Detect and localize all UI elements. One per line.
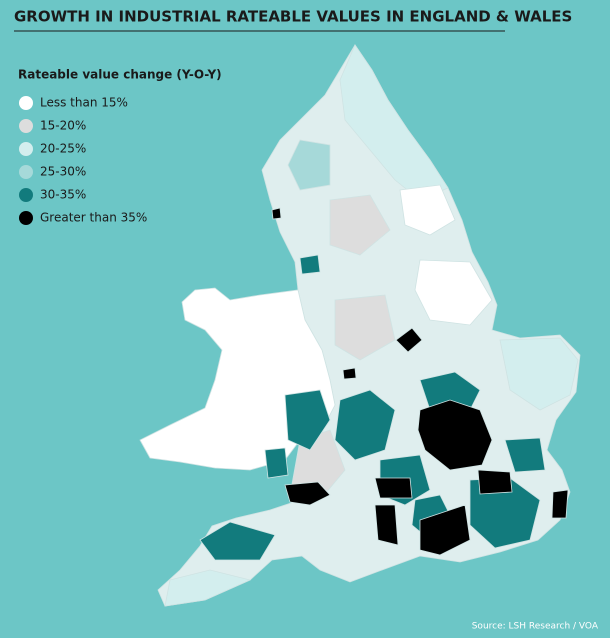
region: [419, 504, 471, 556]
legend-label: 30-35%: [40, 188, 86, 202]
region: [284, 481, 331, 506]
legend-swatch: [19, 211, 33, 225]
legend-label: 25-30%: [40, 165, 86, 179]
legend-label: 15-20%: [40, 119, 86, 133]
region: [284, 389, 331, 451]
legend-swatch: [19, 119, 33, 133]
region: [299, 254, 321, 275]
legend-swatch: [19, 96, 33, 110]
legend-label: Greater than 35%: [40, 211, 147, 225]
legend-label: Less than 15%: [40, 96, 128, 110]
region: [329, 194, 391, 256]
region: [334, 389, 396, 461]
source: Source: LSH Research / VOA: [472, 622, 599, 632]
legend-title: Rateable value change (Y-O-Y): [18, 68, 222, 82]
region: [551, 489, 569, 519]
region: [374, 504, 399, 546]
legend-swatch: [19, 188, 33, 202]
region: [199, 521, 276, 561]
region: [399, 184, 456, 236]
region: [271, 207, 282, 220]
region: [504, 437, 546, 473]
legend: Less than 15% 15-20% 20-25% 25-30% 30-35% Gre…: [19, 96, 147, 225]
legend-label: 20-25%: [40, 142, 86, 156]
region: [164, 569, 252, 607]
region: [477, 469, 513, 495]
region: [417, 399, 493, 471]
region: [342, 367, 357, 380]
region: [334, 294, 396, 361]
title: GROWTH IN INDUSTRIAL RATEABLE VALUES IN …: [14, 8, 572, 26]
wales: [139, 287, 336, 471]
legend-swatch: [19, 165, 33, 179]
region: [374, 477, 413, 499]
region: [414, 259, 493, 326]
legend-swatch: [19, 142, 33, 156]
map: [139, 44, 581, 607]
region: [395, 327, 423, 353]
region: [419, 371, 481, 411]
region: [499, 337, 579, 411]
region: [287, 139, 331, 191]
region: [264, 447, 289, 479]
